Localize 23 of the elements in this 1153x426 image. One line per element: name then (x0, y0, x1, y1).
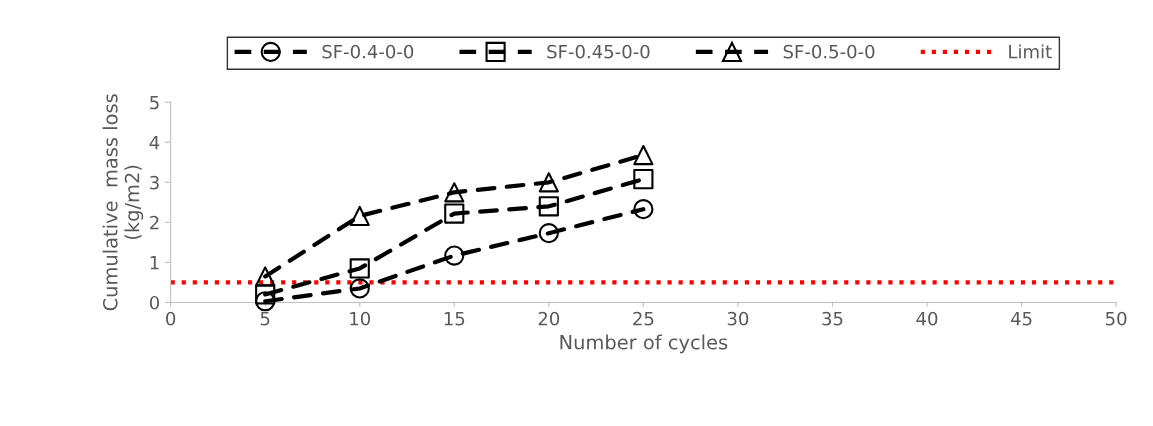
x-tick-label: 45 (1010, 312, 1032, 326)
x-tick-label: 20 (538, 311, 560, 326)
x-tick-label: 40 (916, 311, 938, 326)
x-tick-label: 25 (633, 311, 654, 326)
x-axis-title: Number of cycles (560, 334, 728, 354)
legend-label: SF-0.4-0-0 (322, 44, 414, 59)
x-tick-label: 30 (727, 311, 749, 326)
x-tick-label: 0 (166, 311, 176, 326)
y-tick-label: 0 (149, 295, 160, 310)
legend-label: SF-0.45-0-0 (547, 44, 650, 59)
x-tick-label: 5 (260, 312, 270, 326)
legend-label: Limit (1009, 44, 1052, 59)
x-tick-label: 10 (350, 311, 371, 326)
y-tick-label: 3 (150, 175, 159, 190)
x-tick-label: 15 (444, 312, 465, 326)
y-axis-title: Cumulative mass loss (kg/m2) (102, 94, 144, 311)
y-tick-label: 2 (150, 215, 159, 230)
x-tick-label: 50 (1106, 311, 1127, 326)
legend-label: SF-0.5-0-0 (783, 44, 875, 59)
y-tick-label: 1 (150, 256, 159, 270)
y-tick-label: 5 (150, 95, 159, 110)
x-tick-label: 35 (822, 311, 843, 326)
y-tick-label: 4 (149, 135, 160, 150)
